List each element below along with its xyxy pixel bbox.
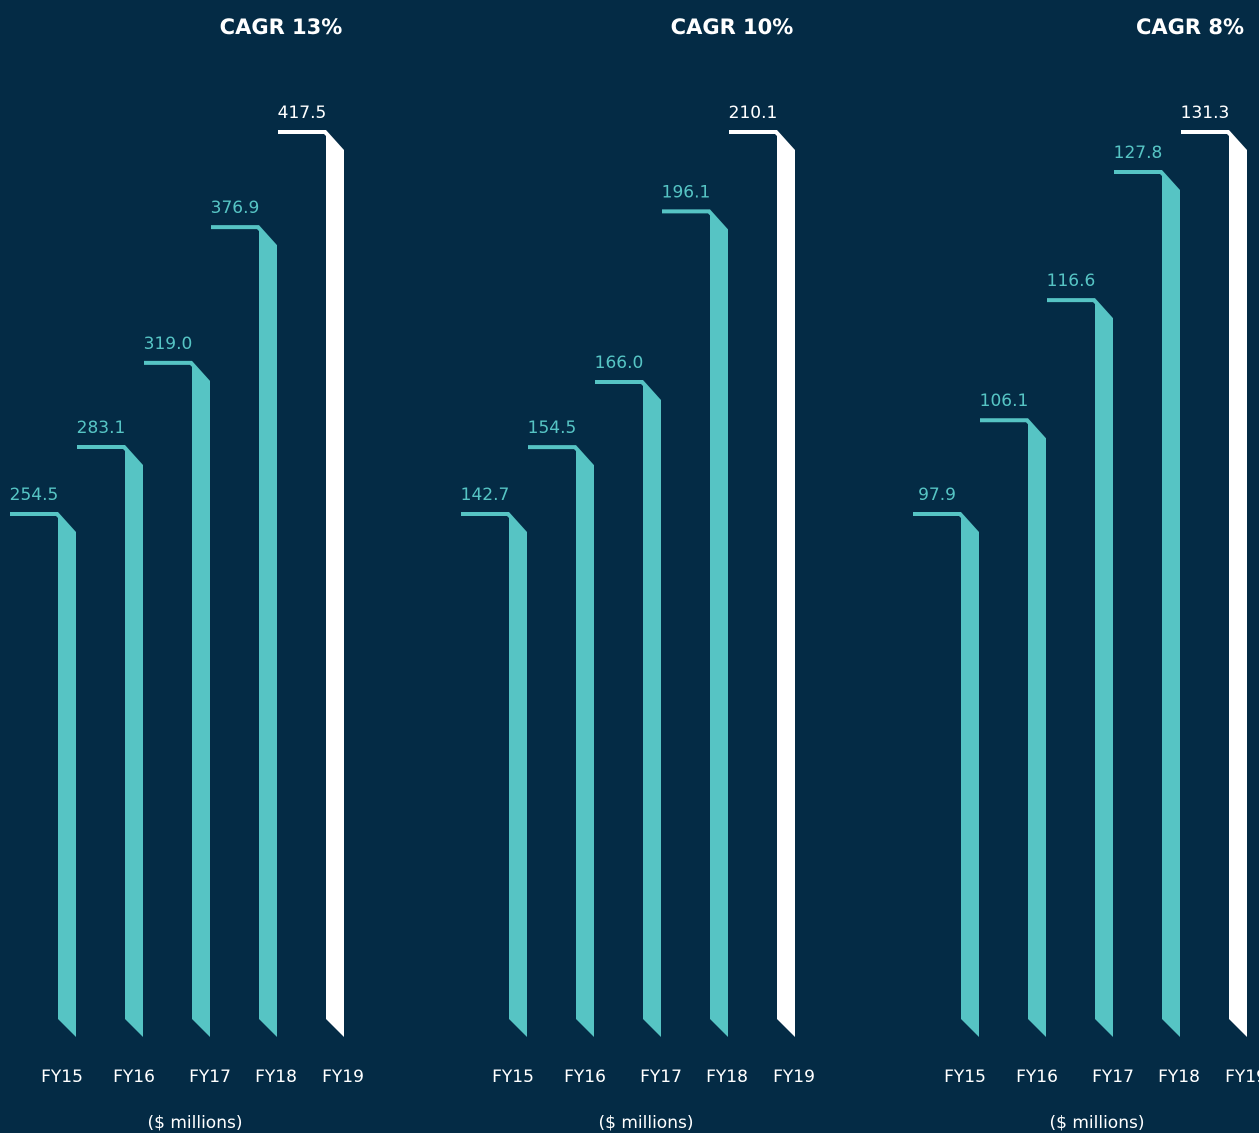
value-label-fy17: 166.0 [595,353,644,373]
bar-fy15 [461,512,527,1037]
bar-fy19 [1181,130,1247,1037]
value-label-fy15: 142.7 [461,485,510,505]
value-label-fy19: 131.3 [1181,103,1230,123]
bar-fy16 [528,445,594,1037]
x-tick-label-fy15: FY15 [944,1067,986,1087]
value-label-fy16: 154.5 [528,418,577,438]
x-tick-label-fy18: FY18 [255,1067,297,1087]
x-tick-label-fy16: FY16 [1016,1067,1058,1087]
bar-fy19 [729,130,795,1037]
bar-fy18 [662,209,728,1038]
value-label-fy18: 127.8 [1114,143,1163,163]
bar-fy18 [1114,170,1180,1038]
chart-title: CAGR 8% [1136,15,1244,39]
x-tick-label-fy15: FY15 [492,1067,534,1087]
unit-label: ($ millions) [599,1113,694,1133]
bar-fy19 [278,130,344,1037]
x-tick-label-fy19: FY19 [1225,1067,1259,1087]
value-label-fy19: 417.5 [278,103,327,123]
value-label-fy16: 106.1 [980,391,1029,411]
value-label-fy19: 210.1 [729,103,778,123]
x-tick-label-fy15: FY15 [41,1067,83,1087]
bar-fy15 [913,512,979,1037]
value-label-fy15: 254.5 [10,485,59,505]
bar-fy16 [77,444,143,1037]
x-tick-label-fy16: FY16 [564,1067,606,1087]
x-tick-label-fy17: FY17 [189,1067,231,1087]
x-tick-label-fy18: FY18 [1158,1067,1200,1087]
chart-panel-1: CAGR 13% 254.5 FY15 283.1 FY16 319.0 FY17 376.9… [10,15,364,1133]
value-label-fy15: 97.9 [918,485,956,505]
x-tick-label-fy19: FY19 [322,1067,364,1087]
bar-fy17 [1047,298,1113,1038]
bar-fy16 [980,418,1046,1037]
charts-layer: CAGR 13% 254.5 FY15 283.1 FY16 319.0 FY17 376.9… [10,15,1259,1133]
unit-label: ($ millions) [148,1113,243,1133]
x-tick-label-fy18: FY18 [706,1067,748,1087]
x-tick-label-fy17: FY17 [640,1067,682,1087]
unit-label: ($ millions) [1050,1113,1145,1133]
x-tick-label-fy16: FY16 [113,1067,155,1087]
bar-fy17 [595,379,661,1038]
value-label-fy16: 283.1 [77,418,126,438]
chart-title: CAGR 13% [220,15,343,39]
bar-fy15 [10,512,76,1037]
bar-fy17 [144,360,210,1038]
chart-panel-3: CAGR 8% 97.9 FY15 106.1 FY16 116.6 FY17 127.8 FY… [913,15,1259,1133]
value-label-fy17: 116.6 [1047,271,1096,291]
bar-fy18 [211,225,277,1038]
value-label-fy17: 319.0 [144,334,193,354]
x-tick-label-fy17: FY17 [1092,1067,1134,1087]
chart-title: CAGR 10% [671,15,794,39]
value-label-fy18: 196.1 [662,182,711,202]
x-tick-label-fy19: FY19 [773,1067,815,1087]
chart-panel-2: CAGR 10% 142.7 FY15 154.5 FY16 166.0 FY17 196.1… [461,15,815,1133]
value-label-fy18: 376.9 [211,198,260,218]
